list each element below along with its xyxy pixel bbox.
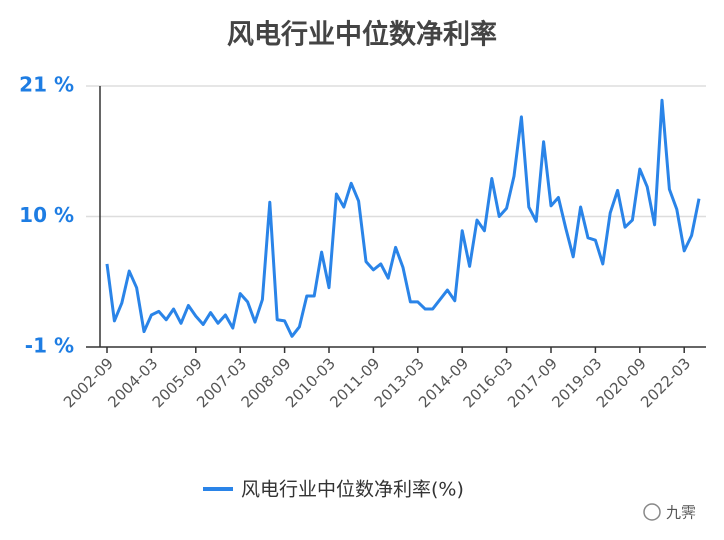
y-tick-label: 10 % xyxy=(19,203,74,227)
watermark-text: 九霁 xyxy=(666,504,696,522)
chart-title: 风电行业中位数净利率 xyxy=(227,19,497,51)
legend-label: 风电行业中位数净利率(%) xyxy=(241,479,464,501)
watermark-icon xyxy=(643,503,661,521)
y-tick-label: -1 % xyxy=(25,334,74,358)
y-tick-label: 21 % xyxy=(19,73,74,97)
legend-item: 风电行业中位数净利率(%) xyxy=(203,479,464,501)
data-line xyxy=(105,98,701,338)
watermark: 九霁 xyxy=(643,503,696,522)
x-tick-label: 2022-03 xyxy=(637,354,694,411)
